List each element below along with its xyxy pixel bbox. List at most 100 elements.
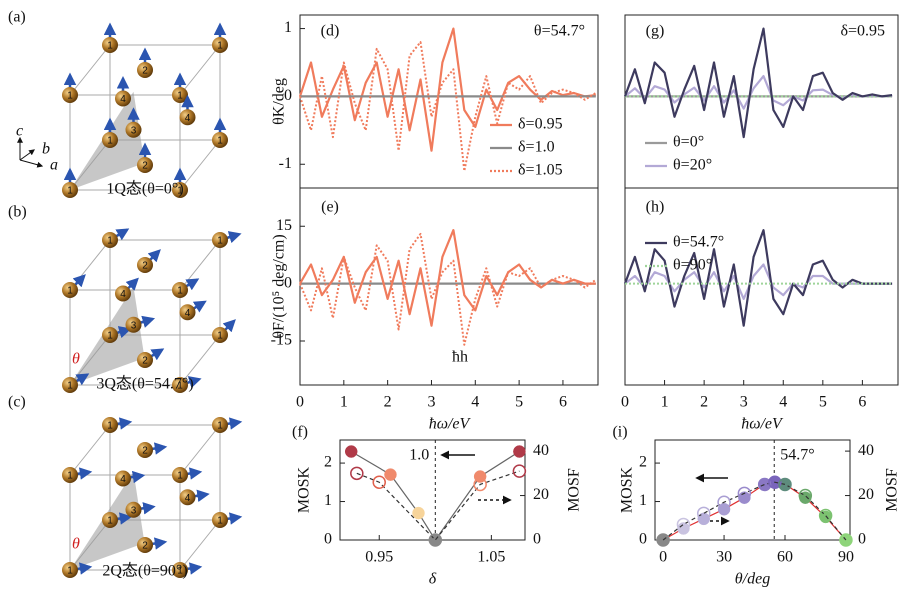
y2-tick-label: 20 bbox=[533, 486, 549, 503]
atom-label: 1 bbox=[177, 381, 183, 392]
y2-axis-label: MOSF bbox=[884, 468, 901, 512]
atom-label: 4 bbox=[120, 94, 126, 105]
x-tick-label: 0 bbox=[296, 394, 304, 411]
data-point bbox=[798, 488, 813, 503]
panel-label: (i) bbox=[612, 424, 627, 441]
x-tick-label: 5 bbox=[819, 394, 827, 411]
atom bbox=[102, 37, 118, 53]
legend-label: θ=20° bbox=[673, 157, 712, 174]
series-line bbox=[662, 481, 847, 541]
atom-label: 1 bbox=[177, 286, 183, 297]
legend-label: δ=0.95 bbox=[518, 116, 563, 133]
series-line bbox=[350, 450, 520, 542]
x-tick-label: 90 bbox=[838, 549, 854, 566]
atom-label: 1 bbox=[217, 236, 223, 247]
atom bbox=[62, 87, 78, 103]
reference-label: 1.0 bbox=[409, 447, 429, 464]
x-tick-label: 3 bbox=[740, 394, 748, 411]
series-line bbox=[299, 232, 597, 346]
panel-label: (g) bbox=[646, 23, 665, 40]
atom bbox=[172, 182, 188, 198]
x-tick-label: 5 bbox=[515, 394, 523, 411]
atom bbox=[137, 537, 153, 553]
x-tick-label: 6 bbox=[559, 394, 567, 411]
legend-label: θ=0° bbox=[673, 134, 704, 151]
series-line bbox=[623, 27, 893, 139]
data-point bbox=[473, 477, 487, 492]
atom-label: 1 bbox=[107, 136, 113, 147]
x-tick-label: 1 bbox=[340, 394, 348, 411]
x-tick-label: 2 bbox=[384, 394, 392, 411]
atom-label: 1 bbox=[107, 236, 113, 247]
x-tick-label: 1 bbox=[661, 394, 669, 411]
plot-frame bbox=[299, 187, 599, 386]
atom-label: 2 bbox=[142, 446, 148, 457]
atom-label: 1 bbox=[217, 421, 223, 432]
atom-label: 2 bbox=[142, 261, 148, 272]
atom bbox=[212, 512, 228, 528]
y-tick-label: -1 bbox=[279, 155, 292, 172]
atom bbox=[62, 377, 78, 393]
x-tick-label: 0 bbox=[659, 549, 667, 566]
annotation: δ=0.95 bbox=[840, 23, 885, 40]
atom bbox=[62, 182, 78, 198]
atom bbox=[125, 121, 142, 138]
plot-frame bbox=[654, 439, 851, 541]
atom bbox=[212, 327, 228, 343]
series-line bbox=[662, 481, 847, 541]
series-line bbox=[356, 470, 520, 541]
x-tick-label: 60 bbox=[777, 549, 793, 566]
atom bbox=[62, 282, 78, 298]
cube-edge bbox=[179, 519, 221, 571]
atom-label: 1 bbox=[177, 471, 183, 482]
atom bbox=[137, 157, 153, 173]
cube-edge bbox=[179, 424, 221, 476]
atom bbox=[102, 132, 118, 148]
x-axis-label: δ bbox=[429, 571, 437, 588]
atom bbox=[115, 470, 131, 487]
data-point bbox=[384, 468, 397, 481]
atom bbox=[172, 282, 188, 298]
plot-frame bbox=[624, 187, 899, 386]
cube-edge bbox=[179, 44, 221, 96]
panel-label: (d) bbox=[321, 23, 340, 40]
atom-label: 1 bbox=[217, 41, 223, 52]
atom bbox=[179, 489, 196, 506]
cube-edge bbox=[69, 424, 111, 476]
y-axis-label: MOSK bbox=[619, 466, 636, 513]
atom bbox=[102, 417, 118, 433]
atom bbox=[115, 90, 131, 107]
data-point bbox=[717, 495, 731, 509]
data-point bbox=[656, 533, 670, 547]
atom bbox=[179, 304, 196, 321]
atom-label: 1 bbox=[217, 331, 223, 342]
data-point bbox=[677, 522, 690, 535]
atom-label: 1 bbox=[67, 566, 73, 577]
cube-edge bbox=[179, 334, 221, 386]
atom-label: 3 bbox=[131, 125, 137, 136]
data-point bbox=[839, 533, 853, 547]
panel-label: (h) bbox=[646, 199, 665, 216]
y-tick-label: 0 bbox=[639, 531, 647, 548]
atom bbox=[212, 132, 228, 148]
atom-label: 2 bbox=[142, 161, 148, 172]
atom-label: 4 bbox=[185, 493, 191, 504]
y2-axis-label: MOSF bbox=[566, 468, 583, 512]
legend-label: θ=54.7° bbox=[673, 234, 724, 251]
y-tick-label: 0 bbox=[324, 531, 332, 548]
axis-letter: a bbox=[50, 157, 58, 174]
x-tick-label: 0 bbox=[621, 394, 629, 411]
data-point bbox=[818, 508, 833, 523]
y-tick-label: -15 bbox=[271, 332, 292, 349]
atom bbox=[212, 37, 228, 53]
series-line bbox=[299, 41, 597, 172]
annotation: θ=54.7° bbox=[534, 23, 585, 40]
y-tick-label: 2 bbox=[639, 454, 647, 471]
theta-mark: θ bbox=[72, 536, 80, 553]
axis-arrow bbox=[19, 159, 44, 168]
atom bbox=[172, 377, 188, 393]
structure-caption: 2Q态(θ=90°) bbox=[102, 562, 187, 580]
atom-label: 1 bbox=[177, 566, 183, 577]
x-axis-label: θ/deg bbox=[735, 571, 770, 588]
y-axis-label: MOSK bbox=[296, 466, 313, 513]
